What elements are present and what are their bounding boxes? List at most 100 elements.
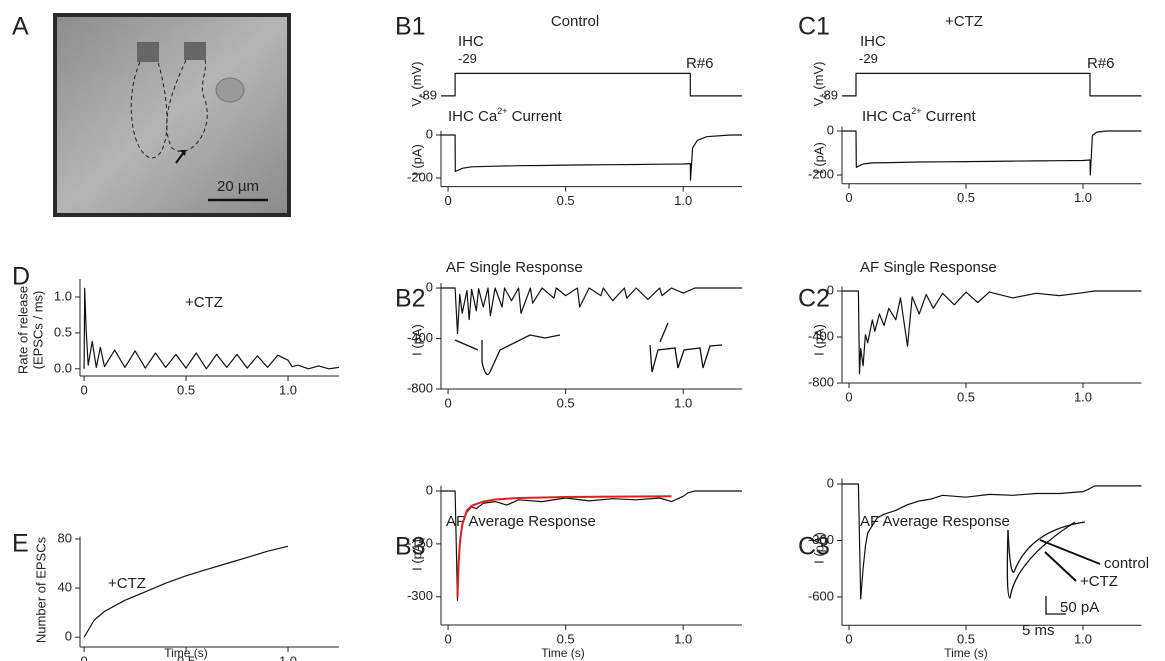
y-axis-label: (EPSCs / ms) — [30, 291, 45, 370]
annotation: IHC — [458, 33, 484, 50]
x-tick-label: 0 — [444, 193, 451, 208]
subtitle-part: IHC Ca — [862, 108, 912, 125]
y-tick-label: -400 — [808, 328, 834, 343]
y-tick-label: 0.0 — [54, 360, 72, 375]
x-tick-label: 0 — [80, 382, 87, 397]
y-axis-label: Vc (mV) — [409, 62, 427, 107]
annotation: 50 pA — [1060, 599, 1099, 616]
annotation: R#6 — [1087, 55, 1115, 72]
x-tick-label: 0.5 — [957, 632, 975, 647]
level-label: -89 — [418, 87, 437, 102]
y-tick-label: -800 — [407, 380, 433, 395]
x-tick-label: 1.0 — [279, 382, 297, 397]
x-tick-label: 1.0 — [1074, 190, 1092, 205]
chart-title: AF Single Response — [446, 259, 583, 276]
y-tick-label: 80 — [58, 530, 72, 545]
panel-label: D — [12, 263, 30, 291]
pipette — [137, 42, 159, 62]
subtitle-part: Current — [507, 108, 562, 125]
inset-trace — [649, 344, 723, 373]
panel-label: C1 — [798, 13, 830, 41]
x-tick-label: 0.5 — [557, 395, 575, 410]
y-axis-label: I (pA) — [811, 142, 826, 174]
subtitle: IHC Ca2+ Current — [862, 106, 976, 125]
y-axis-label: I (pA) — [811, 532, 826, 564]
inset-trace — [1007, 521, 1086, 573]
level-label: -89 — [819, 87, 838, 102]
y-tick-label: -200 — [407, 169, 433, 184]
y-axis-label-part: c — [417, 93, 427, 98]
x-tick-label: 0 — [444, 395, 451, 410]
panel-label: E — [12, 530, 29, 558]
panel-label: C2 — [798, 285, 830, 313]
inset-trace — [481, 334, 561, 376]
trace — [83, 545, 289, 638]
y-tick-label: 0.5 — [54, 324, 72, 339]
y-tick-label: 0 — [827, 122, 834, 137]
y-tick-label: 0 — [827, 282, 834, 297]
panel-label: A — [12, 13, 29, 41]
inset-decoration — [454, 322, 1101, 615]
level-label: -29 — [458, 51, 477, 66]
x-tick-label: 0 — [444, 631, 451, 646]
annotation: R#6 — [686, 55, 714, 72]
x-tick-label: 0 — [845, 389, 852, 404]
x-axis-label: Time (s) — [541, 646, 585, 660]
x-tick-label: 0 — [845, 632, 852, 647]
x-tick-label: 1.0 — [674, 395, 692, 410]
cell — [215, 77, 245, 103]
y-axis-label: I (pA) — [409, 324, 424, 356]
y-tick-label: -800 — [808, 374, 834, 389]
y-tick-label: -300 — [407, 588, 433, 603]
panel-label: B1 — [395, 13, 426, 41]
y-tick-label: -400 — [407, 330, 433, 345]
cell-outline — [130, 61, 168, 159]
y-axis-label-part: V — [811, 97, 826, 106]
trace — [441, 72, 742, 97]
y-axis-label: I (pA) — [409, 539, 424, 571]
chart-title: AF Single Response — [860, 259, 997, 276]
chart-title: AF Average Response — [860, 513, 1010, 530]
subtitle-part: IHC Ca — [448, 108, 498, 125]
y-tick-label: 1.0 — [54, 288, 72, 303]
inset-arrow — [454, 339, 479, 351]
trace — [456, 495, 672, 597]
subtitle-part: 2+ — [497, 106, 507, 116]
y-tick-label: 0 — [827, 475, 834, 490]
y-tick-label: 0 — [426, 482, 433, 497]
y-tick-label: -200 — [808, 166, 834, 181]
y-axis-label: Rate of release — [15, 286, 30, 374]
x-tick-label: 1.0 — [279, 653, 297, 661]
x-tick-label: 0.5 — [957, 389, 975, 404]
micrograph-panel: A 20 µm — [12, 13, 291, 217]
x-tick-label: 0.5 — [177, 653, 195, 661]
y-axis-label-part: c — [819, 93, 829, 98]
panel-label: B2 — [395, 285, 426, 313]
y-axis-label-part: (mV) — [409, 62, 424, 94]
cell-outline — [166, 59, 208, 152]
x-tick-label: 0.5 — [177, 382, 195, 397]
chart-title: +CTZ — [945, 13, 983, 30]
annotation: control — [1104, 555, 1149, 572]
y-axis-label-part: V — [409, 97, 424, 106]
trace — [842, 130, 1142, 176]
x-axis-label: Time (s) — [944, 646, 988, 660]
x-tick-label: 1.0 — [674, 631, 692, 646]
y-tick-label: 0 — [65, 629, 72, 644]
trace — [83, 287, 340, 370]
y-axis-label-part: (mV) — [811, 62, 826, 94]
chart-title: AF Average Response — [446, 513, 596, 530]
y-tick-label: 40 — [58, 580, 72, 595]
panel-label: B3 — [395, 533, 426, 561]
arrowhead — [180, 150, 186, 156]
x-tick-label: 0 — [845, 190, 852, 205]
trace — [441, 134, 742, 181]
x-tick-label: 1.0 — [1074, 389, 1092, 404]
arrow — [175, 151, 185, 164]
annotation: 5 ms — [1022, 622, 1055, 639]
annotation: +CTZ — [1080, 573, 1118, 590]
panel-label: C3 — [798, 533, 830, 561]
subtitle: IHC Ca2+ Current — [448, 106, 562, 125]
